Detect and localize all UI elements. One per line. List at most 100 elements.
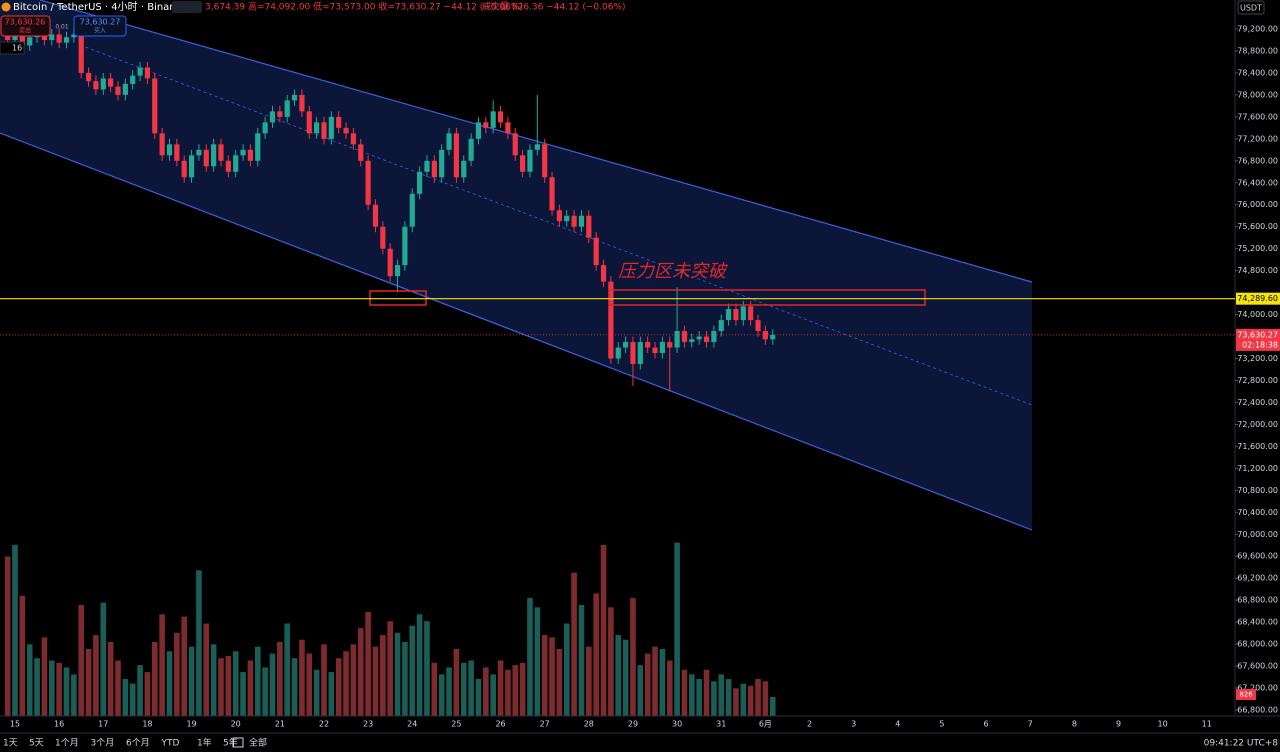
volume-bar <box>416 614 423 716</box>
candle-body <box>240 149 246 156</box>
range-button[interactable]: 全部 <box>249 737 267 749</box>
candle-body <box>262 122 268 134</box>
volume-bar <box>4 556 11 716</box>
volume-bar <box>681 669 688 716</box>
volume-bar <box>556 648 563 716</box>
candle-body <box>475 122 482 139</box>
y-tick-label: 71,200.00 <box>1237 464 1278 473</box>
candle-body <box>100 78 106 90</box>
quantity-box[interactable] <box>0 41 25 55</box>
volume-bar <box>490 674 496 716</box>
candle-body <box>534 144 540 150</box>
y-tick-label: 70,400.00 <box>1237 508 1278 517</box>
candle-body <box>321 122 327 139</box>
x-tick-label: 7 <box>1028 720 1033 729</box>
candle-body <box>424 160 430 172</box>
channel-mid <box>79 44 1033 406</box>
volume-bar <box>769 696 776 716</box>
volume-bar <box>622 639 629 716</box>
volume-bar <box>409 625 416 716</box>
volume-bar <box>262 667 268 716</box>
last-price-label: 73,630.27 <box>1237 330 1278 339</box>
volume-bar <box>571 572 577 716</box>
range-button[interactable]: YTD <box>161 739 180 749</box>
range-button[interactable]: 3个月 <box>91 738 115 749</box>
button[interactable] <box>172 1 202 13</box>
candle-body <box>740 306 746 321</box>
range-button[interactable]: 5天 <box>29 739 44 749</box>
volume-bar <box>78 605 85 716</box>
volume-bar <box>630 598 636 716</box>
volume-bar <box>696 679 702 716</box>
candle-body <box>645 342 651 348</box>
candle-body <box>203 149 209 167</box>
volume-bar <box>512 665 519 716</box>
candle-body <box>49 34 55 40</box>
sell-button[interactable] <box>0 15 51 37</box>
y-tick-label: 72,400.00 <box>1237 398 1278 407</box>
volume-bar <box>468 660 474 716</box>
range-button[interactable]: 1天 <box>3 739 18 749</box>
volume-bar <box>666 660 673 716</box>
candle-body <box>571 215 577 227</box>
ohlc: 3,674.39 高=74,092.00 低=73,573.00 收=73,63… <box>205 1 523 13</box>
candle-body <box>372 204 379 227</box>
candle-body <box>380 226 386 249</box>
candle-body <box>586 215 592 238</box>
y-tick-label: 77,200.00 <box>1237 134 1278 143</box>
volume-bar <box>284 623 290 716</box>
volume-bar <box>615 635 622 716</box>
x-tick-label: 11 <box>1202 720 1212 729</box>
candle-body <box>497 111 504 123</box>
volume-bar <box>674 542 680 716</box>
candle-body <box>19 34 25 46</box>
range-button[interactable]: 1个月 <box>55 738 79 749</box>
volume-label-bg <box>1236 689 1256 700</box>
sell-price: 73,630.26 <box>5 18 46 27</box>
volume-bar <box>505 669 511 716</box>
candle-body <box>166 144 173 156</box>
volume-bar <box>431 662 438 716</box>
calendar-icon[interactable] <box>232 737 244 748</box>
y-tick-label: 77,600.00 <box>1237 112 1278 121</box>
candle-body <box>159 133 165 156</box>
volume-bar <box>718 674 725 716</box>
candle-body <box>196 149 202 156</box>
quantity: 16 <box>12 44 22 53</box>
volume-bar <box>166 651 173 716</box>
candle-body <box>365 160 371 205</box>
range-button[interactable]: 1年 <box>197 737 212 749</box>
y-tick-label: 79,200.00 <box>1237 25 1278 34</box>
volume-bar <box>93 635 99 716</box>
range-button[interactable]: 6个月 <box>126 738 150 749</box>
candle-body <box>350 133 357 145</box>
volume-bar <box>446 667 452 716</box>
volume-bar <box>380 635 386 716</box>
candle-body <box>181 160 187 178</box>
candle-body <box>188 155 195 178</box>
x-tick-label: 15 <box>10 720 20 729</box>
candle-body <box>417 171 423 194</box>
volume-bar <box>453 648 460 716</box>
volume-bar <box>593 593 599 716</box>
buy-button[interactable] <box>73 15 127 37</box>
volume-bar <box>637 665 644 716</box>
candle-body <box>387 248 393 277</box>
x-tick-label: 19 <box>186 720 196 729</box>
volume-bar <box>174 632 180 716</box>
volume-bar <box>129 683 136 716</box>
volume-bar <box>306 653 313 716</box>
candle-body <box>328 116 334 139</box>
candle-body <box>218 144 224 161</box>
y-tick-label: 72,800.00 <box>1237 376 1278 385</box>
candle-body <box>336 116 342 128</box>
x-tick-label: 30 <box>672 720 682 729</box>
candle-body <box>630 342 636 365</box>
currency: USDT <box>1240 4 1262 13</box>
currency-button[interactable] <box>1237 0 1265 15</box>
candle-body <box>358 144 364 161</box>
candle-body <box>696 336 702 340</box>
volume-bar <box>26 644 33 716</box>
range-button[interactable]: 5年 <box>223 737 238 749</box>
